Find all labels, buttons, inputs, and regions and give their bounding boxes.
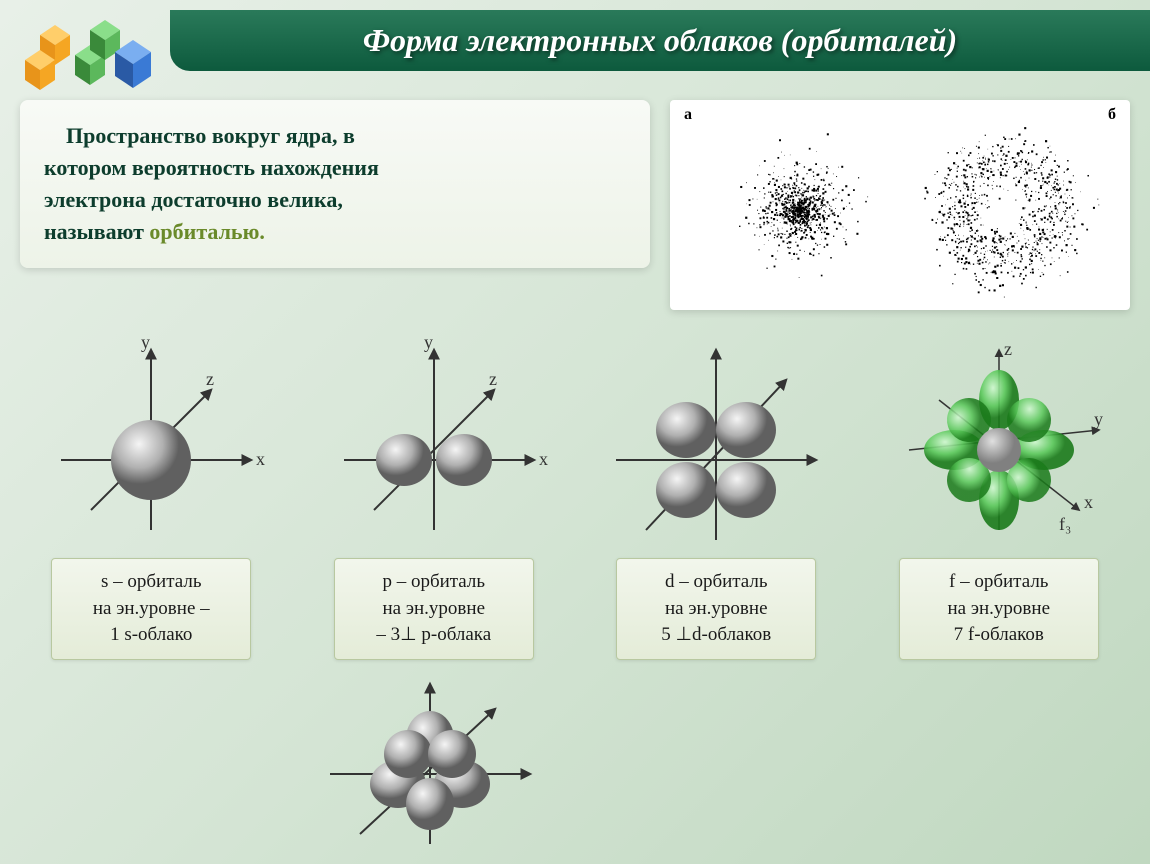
orbital-f-caption: f – орбиталь на эн.уровне 7 f-облаков [899,558,1099,660]
electron-clouds-box: а б [670,100,1130,310]
definition-row: Пространство вокруг ядра, в котором веро… [0,80,1150,320]
svg-text:z: z [489,369,497,389]
svg-text:x: x [256,449,265,469]
definition-box: Пространство вокруг ядра, в котором веро… [20,100,650,268]
def-line3: электрона достаточно велика, [44,187,343,212]
svg-text:y: y [1094,409,1103,429]
cloud-label-a: а [684,106,692,124]
def-keyword: орбиталью. [149,219,264,244]
def-line4-prefix: называют [44,219,149,244]
extra-orbital-diagram [320,674,540,854]
svg-text:f₃: f₃ [1059,514,1071,534]
orbital-p-col: y x z p – орбиталь на эн.уровне – 3⊥ p-о… [303,330,566,660]
orbital-s-diagram: y x z [31,330,271,550]
orbital-d-col: d – орбиталь на эн.уровне 5 ⊥d-облаков [585,330,848,660]
orbitals-row: y x z s – орбиталь на эн.уровне – 1 s-об… [0,320,1150,660]
svg-text:y: y [424,332,433,352]
svg-text:y: y [141,332,150,352]
orbital-d-caption: d – орбиталь на эн.уровне 5 ⊥d-облаков [616,558,816,660]
orbital-p-caption: p – орбиталь на эн.уровне – 3⊥ p-облака [334,558,534,660]
svg-text:z: z [206,369,214,389]
orbital-s-col: y x z s – орбиталь на эн.уровне – 1 s-об… [20,330,283,660]
page-header: Форма электронных облаков (орбиталей) [0,0,1150,80]
svg-text:x: x [1084,492,1093,512]
def-line2: котором вероятность нахождения [44,155,379,180]
orbital-f-diagram: z y x f₃ [879,330,1119,550]
orbital-s-caption: s – орбиталь на эн.уровне – 1 s-облако [51,558,251,660]
orbital-f-col: z y x f₃ f – орбиталь на эн.уровне 7 f-о… [868,330,1131,660]
electron-clouds-svg [678,108,1122,302]
def-line1: Пространство вокруг ядра, в [66,123,355,148]
orbital-p-diagram: y x z [314,330,554,550]
cloud-label-b: б [1108,106,1116,124]
page-title: Форма электронных облаков (орбиталей) [170,10,1150,71]
svg-text:z: z [1004,339,1012,359]
svg-text:x: x [539,449,548,469]
orbital-d-diagram [596,330,836,550]
